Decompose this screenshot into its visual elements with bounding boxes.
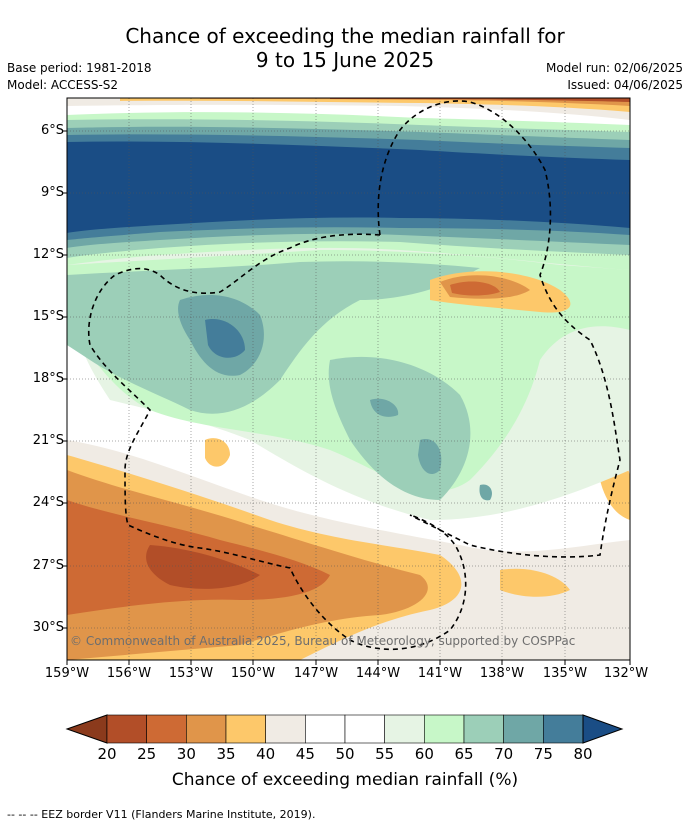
- eez-legend-note: -- -- -- EEZ border V11 (Flanders Marine…: [7, 808, 316, 821]
- colorbar-cell: [344, 714, 385, 744]
- lon-label: 141°W: [417, 666, 463, 681]
- colorbar-tick-label: 55: [375, 745, 395, 763]
- lat-label: 9°S: [40, 185, 64, 200]
- colorbar-tick-label: 70: [494, 745, 514, 763]
- colorbar-cell: [225, 714, 266, 744]
- base-period: Base period: 1981-2018: [7, 61, 152, 75]
- colorbar-high-arrow: [582, 714, 624, 744]
- lon-label: 150°W: [230, 666, 276, 681]
- lat-label: 12°S: [32, 247, 64, 262]
- colorbar-cell: [265, 714, 306, 744]
- colorbar-tick-label: 35: [216, 745, 236, 763]
- model-name: Model: ACCESS-S2: [7, 78, 119, 92]
- lat-label: 24°S: [32, 495, 64, 510]
- colorbar-tick-label: 20: [97, 745, 117, 763]
- colorbar-low-arrow: [65, 714, 108, 744]
- colorbar-cell: [106, 714, 147, 744]
- meta-right: Model run: 02/06/2025 Issued: 04/06/2025: [546, 60, 683, 94]
- eez-borders: [87, 100, 621, 651]
- colorbar-tick-label: 40: [256, 745, 276, 763]
- lat-label: 30°S: [32, 620, 64, 635]
- colorbar-label: Chance of exceeding median rainfall (%): [171, 770, 519, 790]
- colorbar-tick-label: 25: [137, 745, 157, 763]
- lon-label: 159°W: [44, 666, 90, 681]
- colorbar-cell: [186, 714, 227, 744]
- lon-label: 144°W: [355, 666, 401, 681]
- rainfall-field: [67, 98, 630, 660]
- colorbar-cell: [543, 714, 584, 744]
- colorbar-cell: [424, 714, 465, 744]
- issued-date: Issued: 04/06/2025: [567, 78, 683, 92]
- colorbar-tick-label: 30: [176, 745, 196, 763]
- lat-label: 18°S: [32, 371, 64, 386]
- map-title: Chance of exceeding the median rainfall …: [0, 24, 690, 72]
- colorbar-tick-label: 80: [573, 745, 593, 763]
- axis-ticks: [62, 130, 631, 665]
- colorbar-tick-label: 60: [414, 745, 434, 763]
- lat-label: 15°S: [32, 309, 64, 324]
- model-run: Model run: 02/06/2025: [545, 61, 683, 75]
- lon-label: 135°W: [542, 666, 588, 681]
- copyright-notice: © Commonwealth of Australia 2025, Bureau…: [70, 634, 576, 648]
- colorbar-tick-label: 45: [295, 745, 315, 763]
- colorbar: [65, 714, 624, 744]
- colorbar-cell: [146, 714, 187, 744]
- colorbar-tick-label: 65: [454, 745, 474, 763]
- colorbar-cell: [305, 714, 346, 744]
- colorbar-cell: [503, 714, 544, 744]
- colorbar-cell: [384, 714, 425, 744]
- meta-left: Base period: 1981-2018 Model: ACCESS-S2: [7, 60, 152, 94]
- lat-label: 21°S: [32, 433, 64, 448]
- lat-label: 6°S: [40, 123, 64, 138]
- lat-label: 27°S: [32, 558, 64, 573]
- lon-label: 132°W: [603, 666, 649, 681]
- colorbar-tick-label: 75: [533, 745, 553, 763]
- lon-label: 153°W: [168, 666, 214, 681]
- map-grid: [67, 98, 630, 660]
- title-line-1: Chance of exceeding the median rainfall …: [125, 24, 565, 48]
- lon-label: 147°W: [293, 666, 339, 681]
- colorbar-tick-label: 50: [335, 745, 355, 763]
- title-line-2: 9 to 15 June 2025: [255, 48, 435, 72]
- lon-label: 138°W: [479, 666, 525, 681]
- lon-label: 156°W: [106, 666, 152, 681]
- colorbar-cell: [463, 714, 504, 744]
